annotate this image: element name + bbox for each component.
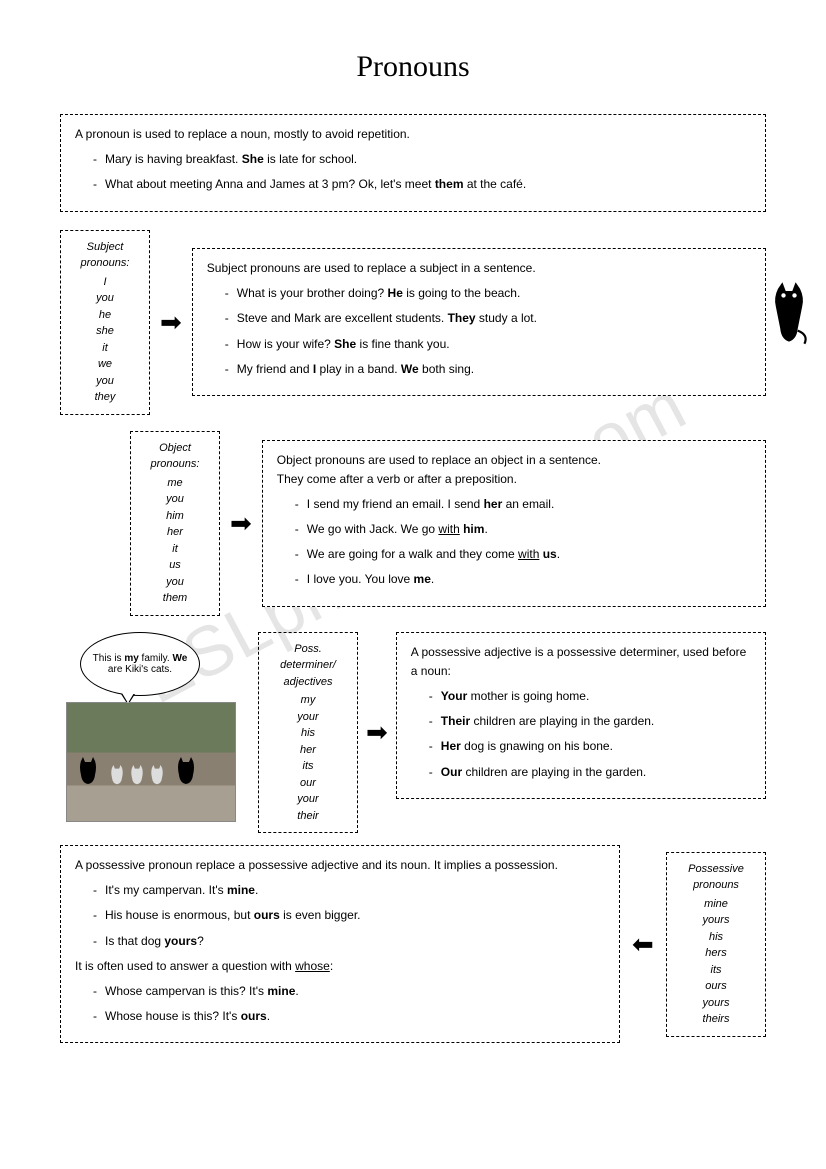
arrow-left-icon: ➡: [632, 931, 654, 957]
intro-box: A pronoun is used to replace a noun, mos…: [60, 114, 766, 212]
intro-example-1: Mary is having breakfast. She is late fo…: [93, 150, 751, 169]
page-title: Pronouns: [60, 50, 766, 84]
arrow-right-icon: ➡: [160, 309, 182, 335]
subject-explain: Subject pronouns are used to replace a s…: [192, 248, 766, 396]
object-row: Object pronouns: me you him her it us yo…: [130, 431, 766, 616]
object-list: Object pronouns: me you him her it us yo…: [130, 431, 220, 616]
posspro-row: A possessive pronoun replace a possessiv…: [60, 845, 766, 1043]
cat-icon: [766, 280, 812, 346]
arrow-right-icon: ➡: [366, 719, 388, 745]
cat-family-image: [66, 702, 236, 822]
possadj-explain: A possessive adjective is a possessive d…: [396, 632, 766, 799]
intro-example-2: What about meeting Anna and James at 3 p…: [93, 175, 751, 194]
subject-list: Subject pronouns: I you he she it we you…: [60, 230, 150, 415]
speech-bubble: This is my family. We are Kiki's cats.: [80, 632, 200, 696]
intro-lead: A pronoun is used to replace a noun, mos…: [75, 125, 751, 144]
arrow-right-icon: ➡: [230, 510, 252, 536]
possadj-list: Poss. determiner/ adjectives my your his…: [258, 632, 358, 834]
speech-and-scene: This is my family. We are Kiki's cats.: [60, 632, 250, 834]
posspro-explain: A possessive pronoun replace a possessiv…: [60, 845, 620, 1043]
object-explain: Object pronouns are used to replace an o…: [262, 440, 766, 607]
posspro-list: Possessive pronouns mine yours his hers …: [666, 852, 766, 1037]
subject-row: Subject pronouns: I you he she it we you…: [60, 230, 766, 415]
